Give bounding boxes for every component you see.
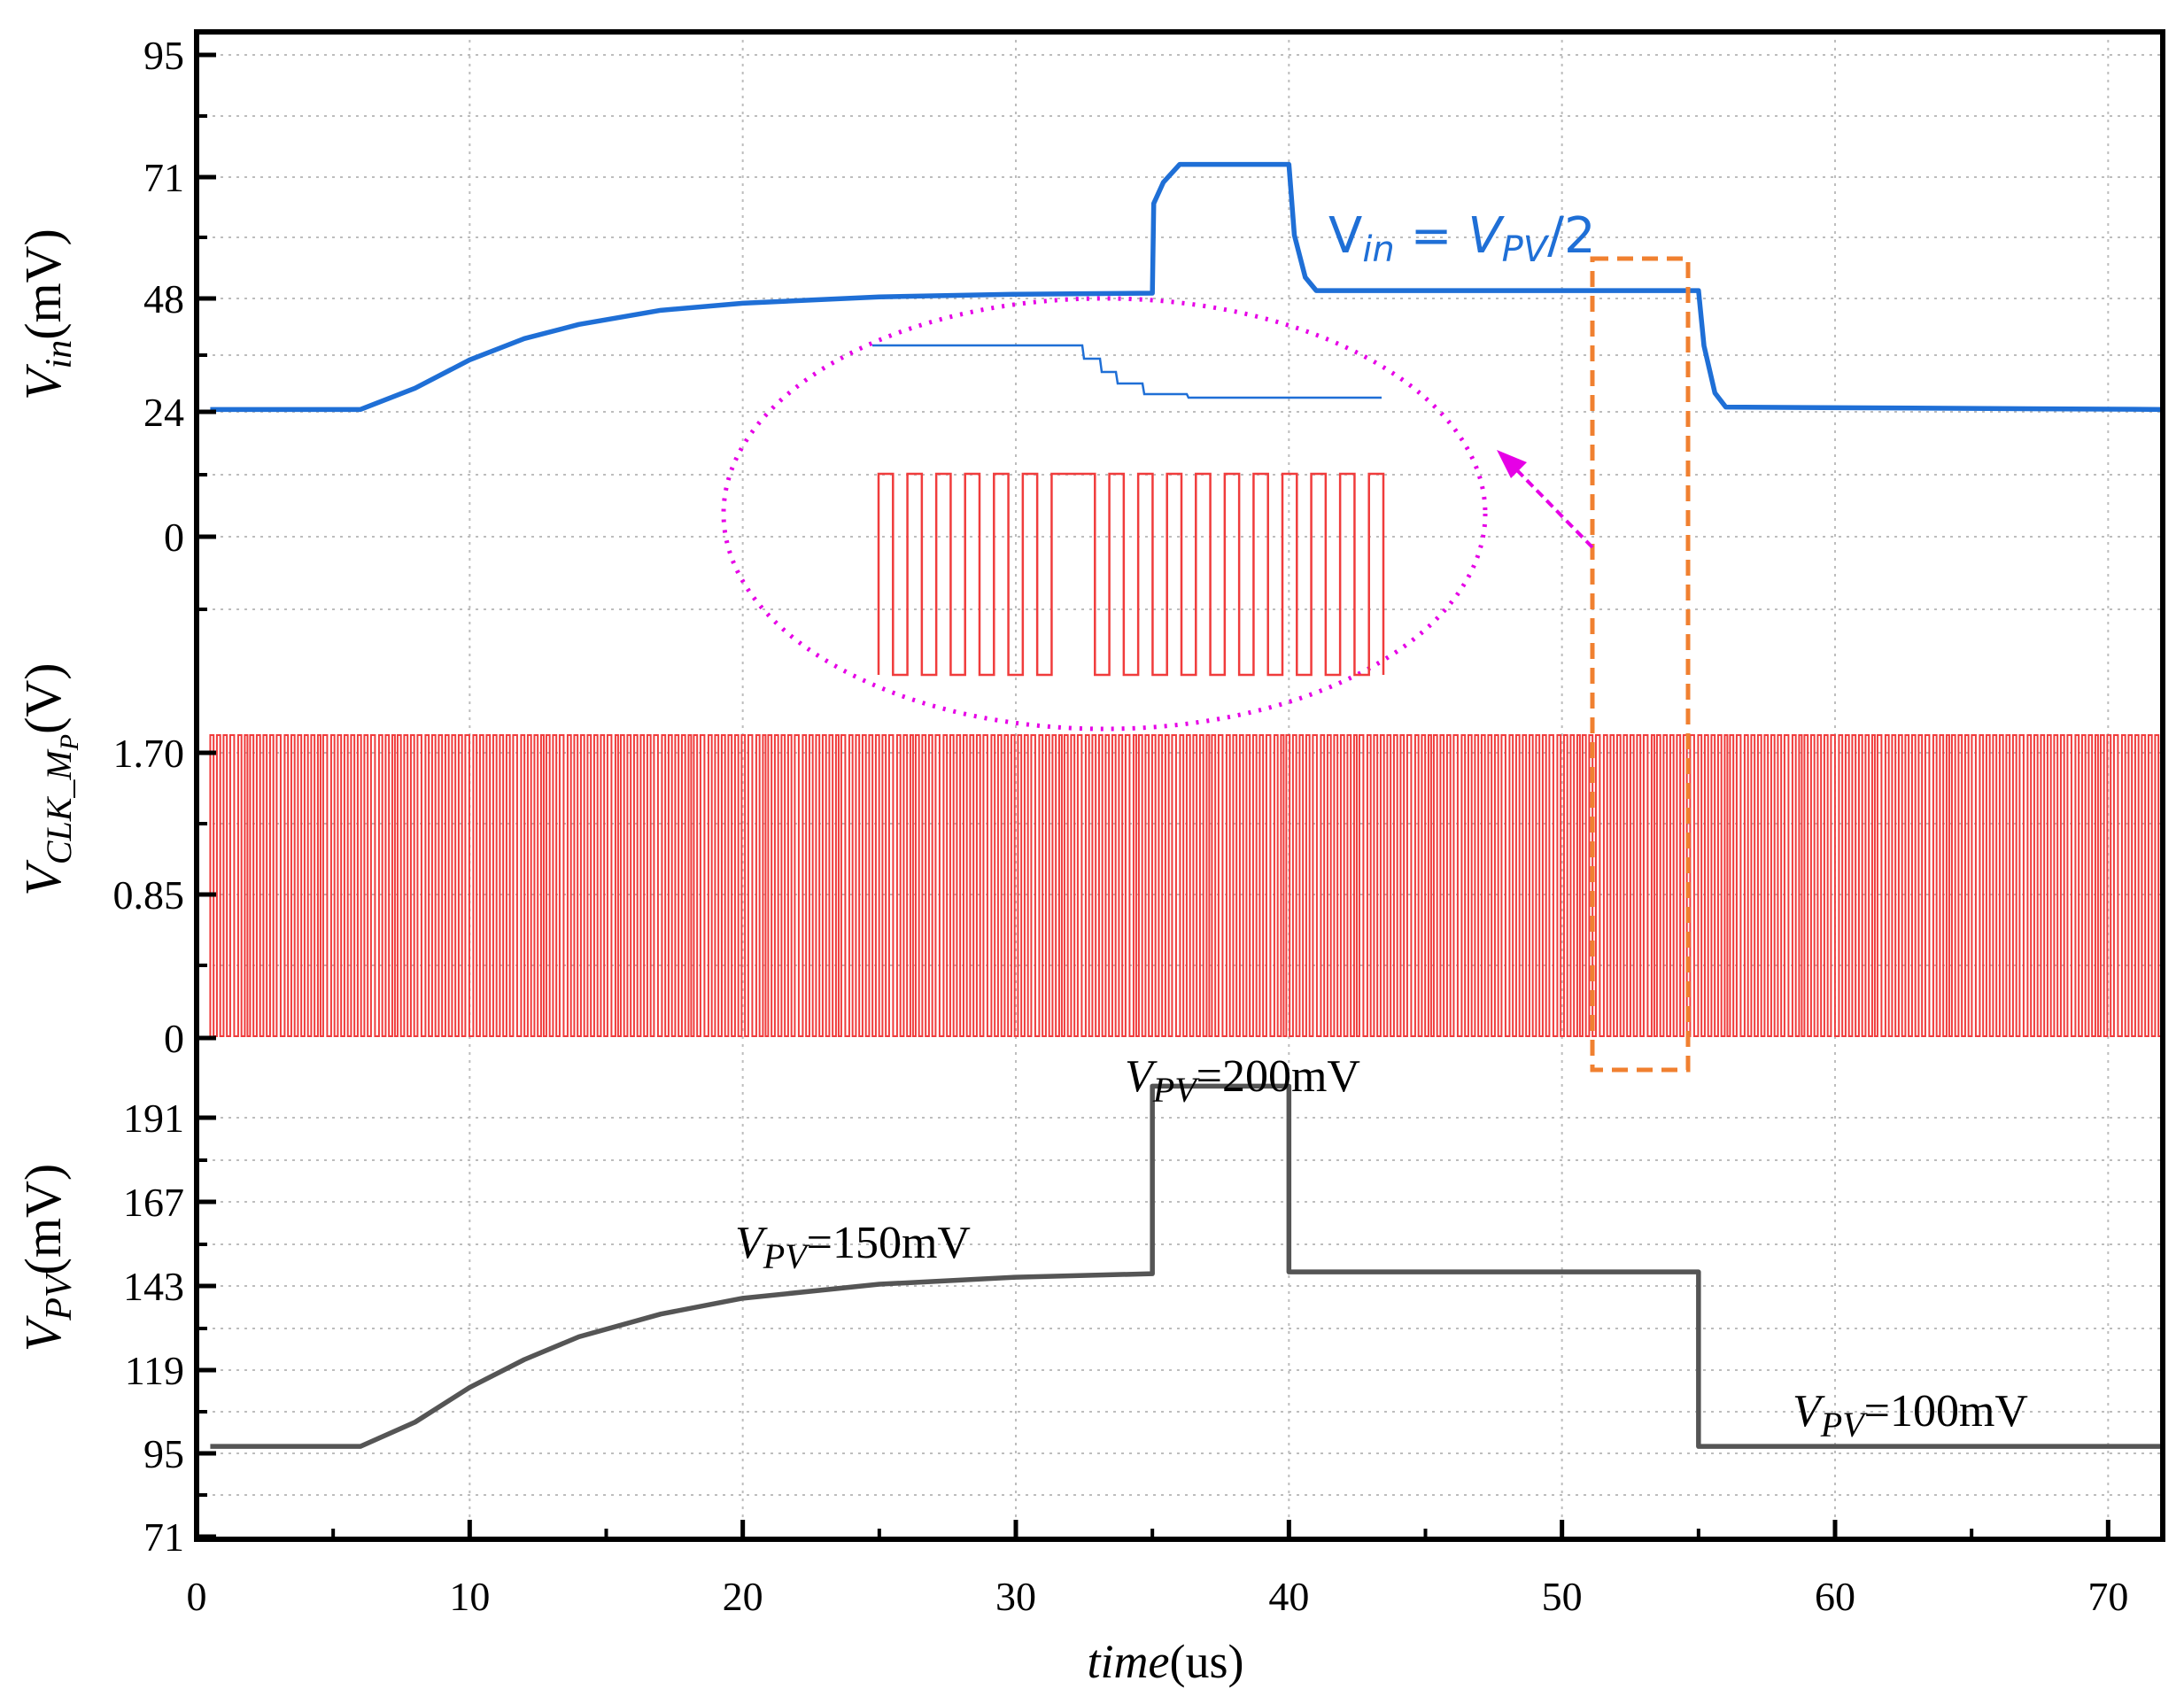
y-tick-label: 0 xyxy=(164,515,184,560)
zoom-inset xyxy=(721,256,1691,1073)
x-tick-label: 20 xyxy=(723,1574,763,1619)
y-tick-label: 1.70 xyxy=(113,731,185,776)
plot-frame xyxy=(194,29,2165,1542)
x-axis-label: time(us) xyxy=(1088,1635,1244,1688)
y-tick-label: 95 xyxy=(143,1431,184,1476)
vpv-series-line xyxy=(210,1083,2163,1449)
y-axis-label-vin: Vin(mV) xyxy=(14,228,80,400)
inset-clk-wave xyxy=(877,472,1385,677)
zoom-arrow-head xyxy=(1497,450,1527,478)
x-tick-label: 70 xyxy=(2087,1574,2128,1619)
y-tick-label: 71 xyxy=(143,155,184,200)
y-tick-label: 0.85 xyxy=(113,872,185,918)
x-tick-label: 30 xyxy=(995,1574,1036,1619)
y-axis-label-clk: VCLK_MP(V) xyxy=(14,662,84,895)
y-tick-label: 191 xyxy=(123,1096,184,1141)
y-axis-label-vpv: VPV(mV) xyxy=(14,1164,80,1352)
series-layer xyxy=(209,161,2164,1449)
y-tick-label: 119 xyxy=(125,1348,184,1393)
vpv-150-annotation: VPV=150mV xyxy=(735,1218,971,1276)
vpv-100-annotation: VPV=100mV xyxy=(1793,1386,2028,1445)
axis-ticks xyxy=(194,52,2110,1539)
x-tick-label: 60 xyxy=(1815,1574,1855,1619)
inset-clk-trace xyxy=(877,472,1385,677)
y-tick-label: 71 xyxy=(143,1514,184,1560)
vpv-200-annotation: VPV=200mV xyxy=(1125,1051,1360,1110)
vin-series-line xyxy=(210,161,2164,413)
x-tick-label: 50 xyxy=(1542,1574,1583,1619)
x-tick-label: 10 xyxy=(449,1574,490,1619)
highlight-box xyxy=(1590,256,1691,1073)
inset-vin-trace xyxy=(872,344,1382,399)
y-tick-label: 0 xyxy=(164,1016,184,1061)
y-tick-label: 48 xyxy=(143,276,184,321)
clk-series-wave xyxy=(209,734,2164,1037)
zoom-arrow xyxy=(1514,468,1594,549)
vin-formula-annotation: Vin = VPV/2 xyxy=(1328,207,1596,270)
y-tick-label: 167 xyxy=(123,1180,184,1225)
y-tick-label: 95 xyxy=(143,33,184,78)
inset-ellipse xyxy=(721,296,1488,732)
x-tick-label: 40 xyxy=(1268,1574,1309,1619)
tick-labels: 0 10 20 30 40 50 60 70 95 71 48 24 0 1.70 0.85 0 191 167 1… xyxy=(113,33,2129,1619)
y-tick-label: 24 xyxy=(143,390,184,435)
y-tick-label: 143 xyxy=(123,1264,184,1309)
x-tick-label: 0 xyxy=(187,1574,207,1619)
